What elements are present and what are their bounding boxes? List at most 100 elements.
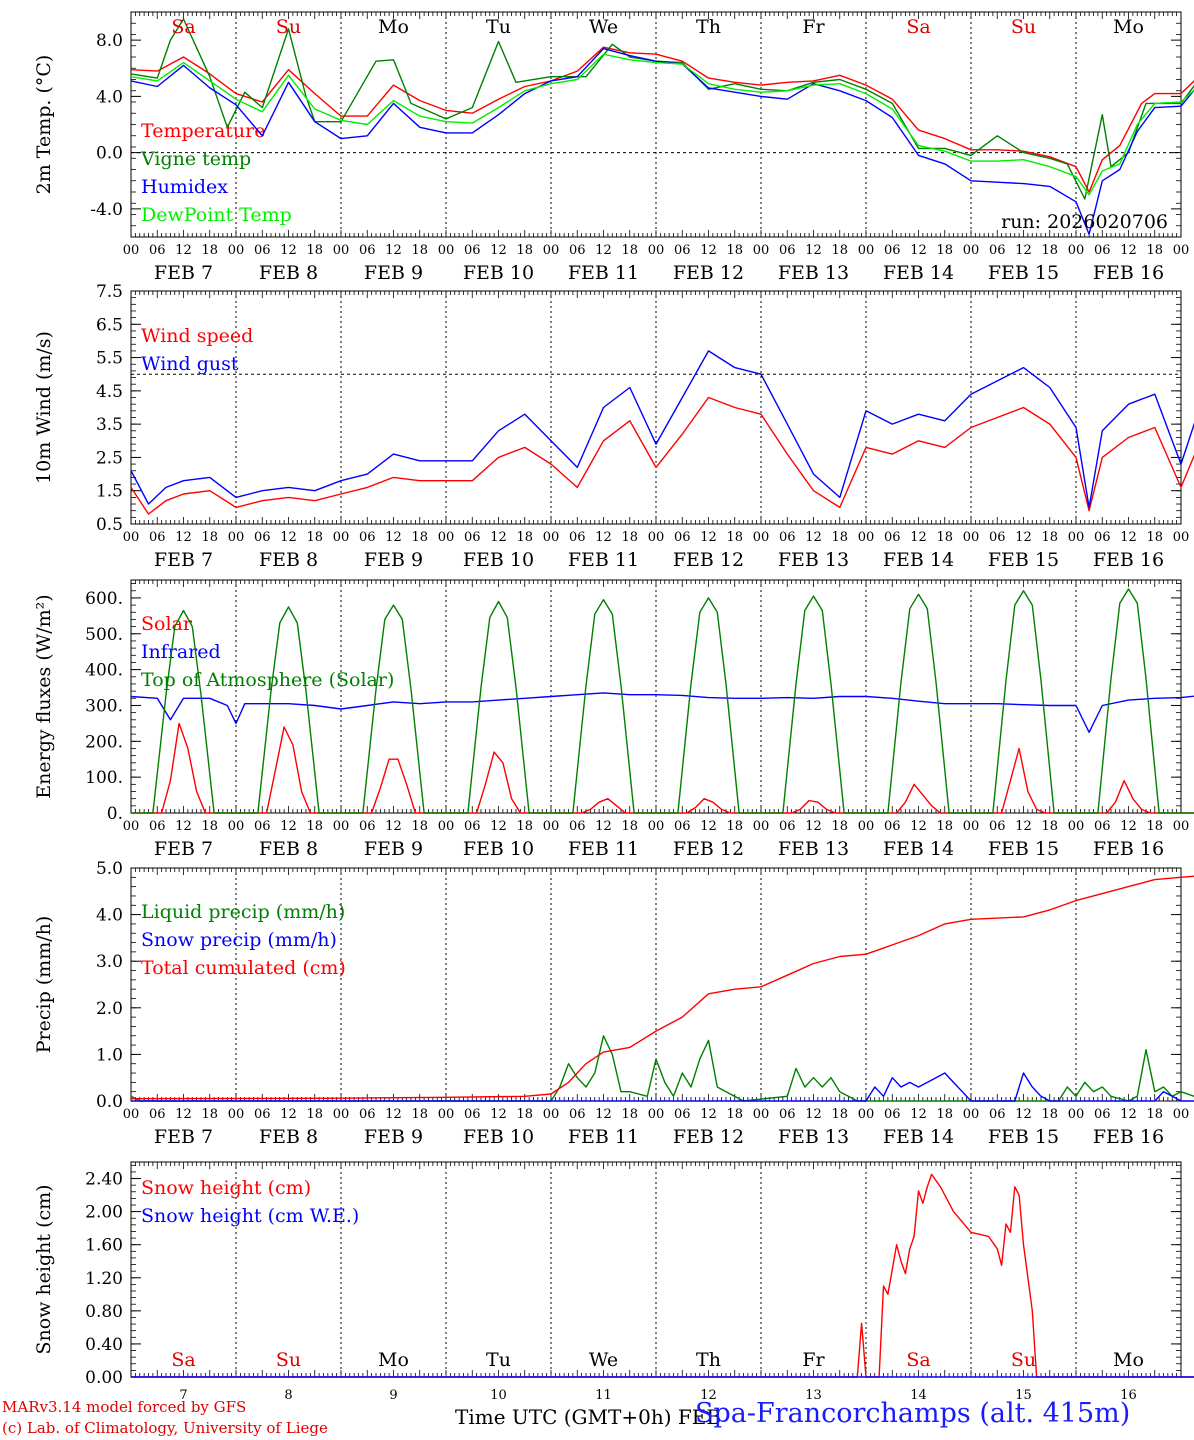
y-tick-label: 3.5 (96, 415, 123, 435)
x-hour-label: 12 (490, 1107, 507, 1122)
y-tick-label: 8.0 (96, 31, 123, 51)
x-day-label: FEB 16 (1093, 549, 1164, 571)
x-hour-label: 00 (1068, 243, 1085, 258)
x-hour-label: 00 (1173, 819, 1190, 834)
weekday-label: Mo (378, 1349, 409, 1371)
day-number-label: 10 (490, 1388, 507, 1403)
x-hour-label: 06 (569, 530, 586, 545)
legend-entry: Infrared (141, 641, 221, 663)
x-hour-label: 06 (359, 530, 376, 545)
weekday-label: Sa (171, 1349, 195, 1371)
x-hour-label: 00 (648, 530, 665, 545)
x-hour-label: 12 (385, 243, 402, 258)
x-hour-label: 06 (779, 819, 796, 834)
x-hour-label: 00 (753, 530, 770, 545)
legend-entry: Wind speed (141, 325, 253, 347)
x-hour-label: 00 (753, 819, 770, 834)
x-hour-label: 00 (858, 243, 875, 258)
legend-entry: Liquid precip (mm/h) (141, 901, 345, 923)
snow-y-axis-title: Snow height (cm) (33, 1184, 55, 1354)
x-hour-label: 18 (306, 1107, 323, 1122)
x-hour-label: 18 (621, 819, 638, 834)
x-day-label: FEB 15 (988, 262, 1059, 284)
x-hour-label: 18 (411, 1107, 428, 1122)
x-hour-label: 00 (753, 243, 770, 258)
x-hour-label: 06 (674, 1107, 691, 1122)
x-day-label: FEB 7 (154, 549, 213, 571)
x-hour-label: 18 (1041, 243, 1058, 258)
x-day-label: FEB 9 (364, 549, 423, 571)
x-hour-label: 00 (228, 243, 245, 258)
x-hour-label: 06 (254, 243, 271, 258)
x-hour-label: 00 (438, 1107, 455, 1122)
x-hour-label: 00 (1173, 530, 1190, 545)
x-hour-label: 12 (385, 530, 402, 545)
station-title: Spa-Francorchamps (alt. 415m) (695, 1398, 1131, 1429)
x-hour-label: 12 (910, 243, 927, 258)
x-hour-label: 00 (123, 243, 140, 258)
y-tick-label: -4.0 (90, 200, 123, 220)
snow-panel: 0.00 0.40 0.80 1.20 1.60 2.00 2.40 Snow height … (33, 1161, 1194, 1403)
y-tick-label: 500. (85, 625, 123, 645)
x-hour-label: 18 (306, 819, 323, 834)
temp-series-vigne-temp (130, 18, 1194, 200)
weekday-label: Su (276, 16, 301, 38)
x-day-label: FEB 15 (988, 838, 1059, 860)
x-hour-label: 18 (411, 243, 428, 258)
y-tick-label: 0.0 (96, 1092, 123, 1112)
x-hour-label: 18 (1146, 1107, 1163, 1122)
x-axis-title: Time UTC (GMT+0h) FEB (455, 1405, 722, 1429)
x-hour-label: 06 (149, 819, 166, 834)
x-hour-label: 12 (280, 819, 297, 834)
x-hour-label: 00 (963, 1107, 980, 1122)
x-hour-label: 12 (1120, 530, 1137, 545)
y-tick-label: 2.5 (96, 448, 123, 468)
x-hour-label: 00 (543, 530, 560, 545)
x-hour-label: 18 (306, 243, 323, 258)
legend-entry: Temperature (141, 120, 265, 142)
x-hour-label: 00 (438, 243, 455, 258)
legend-entry: Snow precip (mm/h) (141, 929, 337, 951)
x-day-label: FEB 10 (463, 549, 534, 571)
energy-series-top-of-atmosphere-solar- (131, 588, 1194, 814)
x-hour-label: 06 (884, 819, 901, 834)
x-hour-label: 12 (1120, 1107, 1137, 1122)
x-day-label: FEB 7 (154, 838, 213, 860)
temp-series-temperature (130, 46, 1194, 193)
x-hour-label: 18 (411, 530, 428, 545)
x-hour-label: 00 (648, 819, 665, 834)
legend-entry: Snow height (cm W.E.) (141, 1205, 359, 1227)
x-hour-label: 00 (1068, 530, 1085, 545)
y-tick-label: 100. (85, 768, 123, 788)
day-number-label: 14 (910, 1388, 927, 1403)
weekday-label: Su (1011, 1349, 1036, 1371)
wind-panel: 0.5 1.5 2.5 3.5 4.5 5.5 6.5 7.5 10m Wind (m/s) 00… (33, 282, 1194, 571)
weekday-label: Fr (802, 16, 825, 38)
x-day-label: FEB 15 (988, 549, 1059, 571)
weekday-label: Su (276, 1349, 301, 1371)
y-tick-label: 7.5 (96, 282, 123, 302)
x-day-label: FEB 11 (568, 1126, 639, 1148)
x-hour-label: 00 (1173, 243, 1190, 258)
weekday-label: Sa (906, 16, 930, 38)
x-day-label: FEB 12 (673, 262, 744, 284)
x-day-label: FEB 10 (463, 262, 534, 284)
x-hour-label: 06 (149, 243, 166, 258)
x-day-label: FEB 11 (568, 838, 639, 860)
legend-entry: DewPoint Temp (141, 204, 292, 226)
legend-entry: Solar (141, 613, 193, 635)
x-hour-label: 00 (543, 819, 560, 834)
x-day-label: FEB 14 (883, 262, 954, 284)
x-day-label: FEB 11 (568, 262, 639, 284)
x-hour-label: 00 (123, 819, 140, 834)
x-hour-label: 06 (149, 530, 166, 545)
x-day-label: FEB 8 (259, 1126, 318, 1148)
weekday-label: Su (1011, 16, 1036, 38)
x-hour-label: 06 (674, 530, 691, 545)
x-day-label: FEB 7 (154, 262, 213, 284)
x-day-label: FEB 10 (463, 838, 534, 860)
x-hour-label: 12 (1015, 819, 1032, 834)
x-hour-label: 06 (569, 1107, 586, 1122)
x-hour-label: 06 (884, 243, 901, 258)
